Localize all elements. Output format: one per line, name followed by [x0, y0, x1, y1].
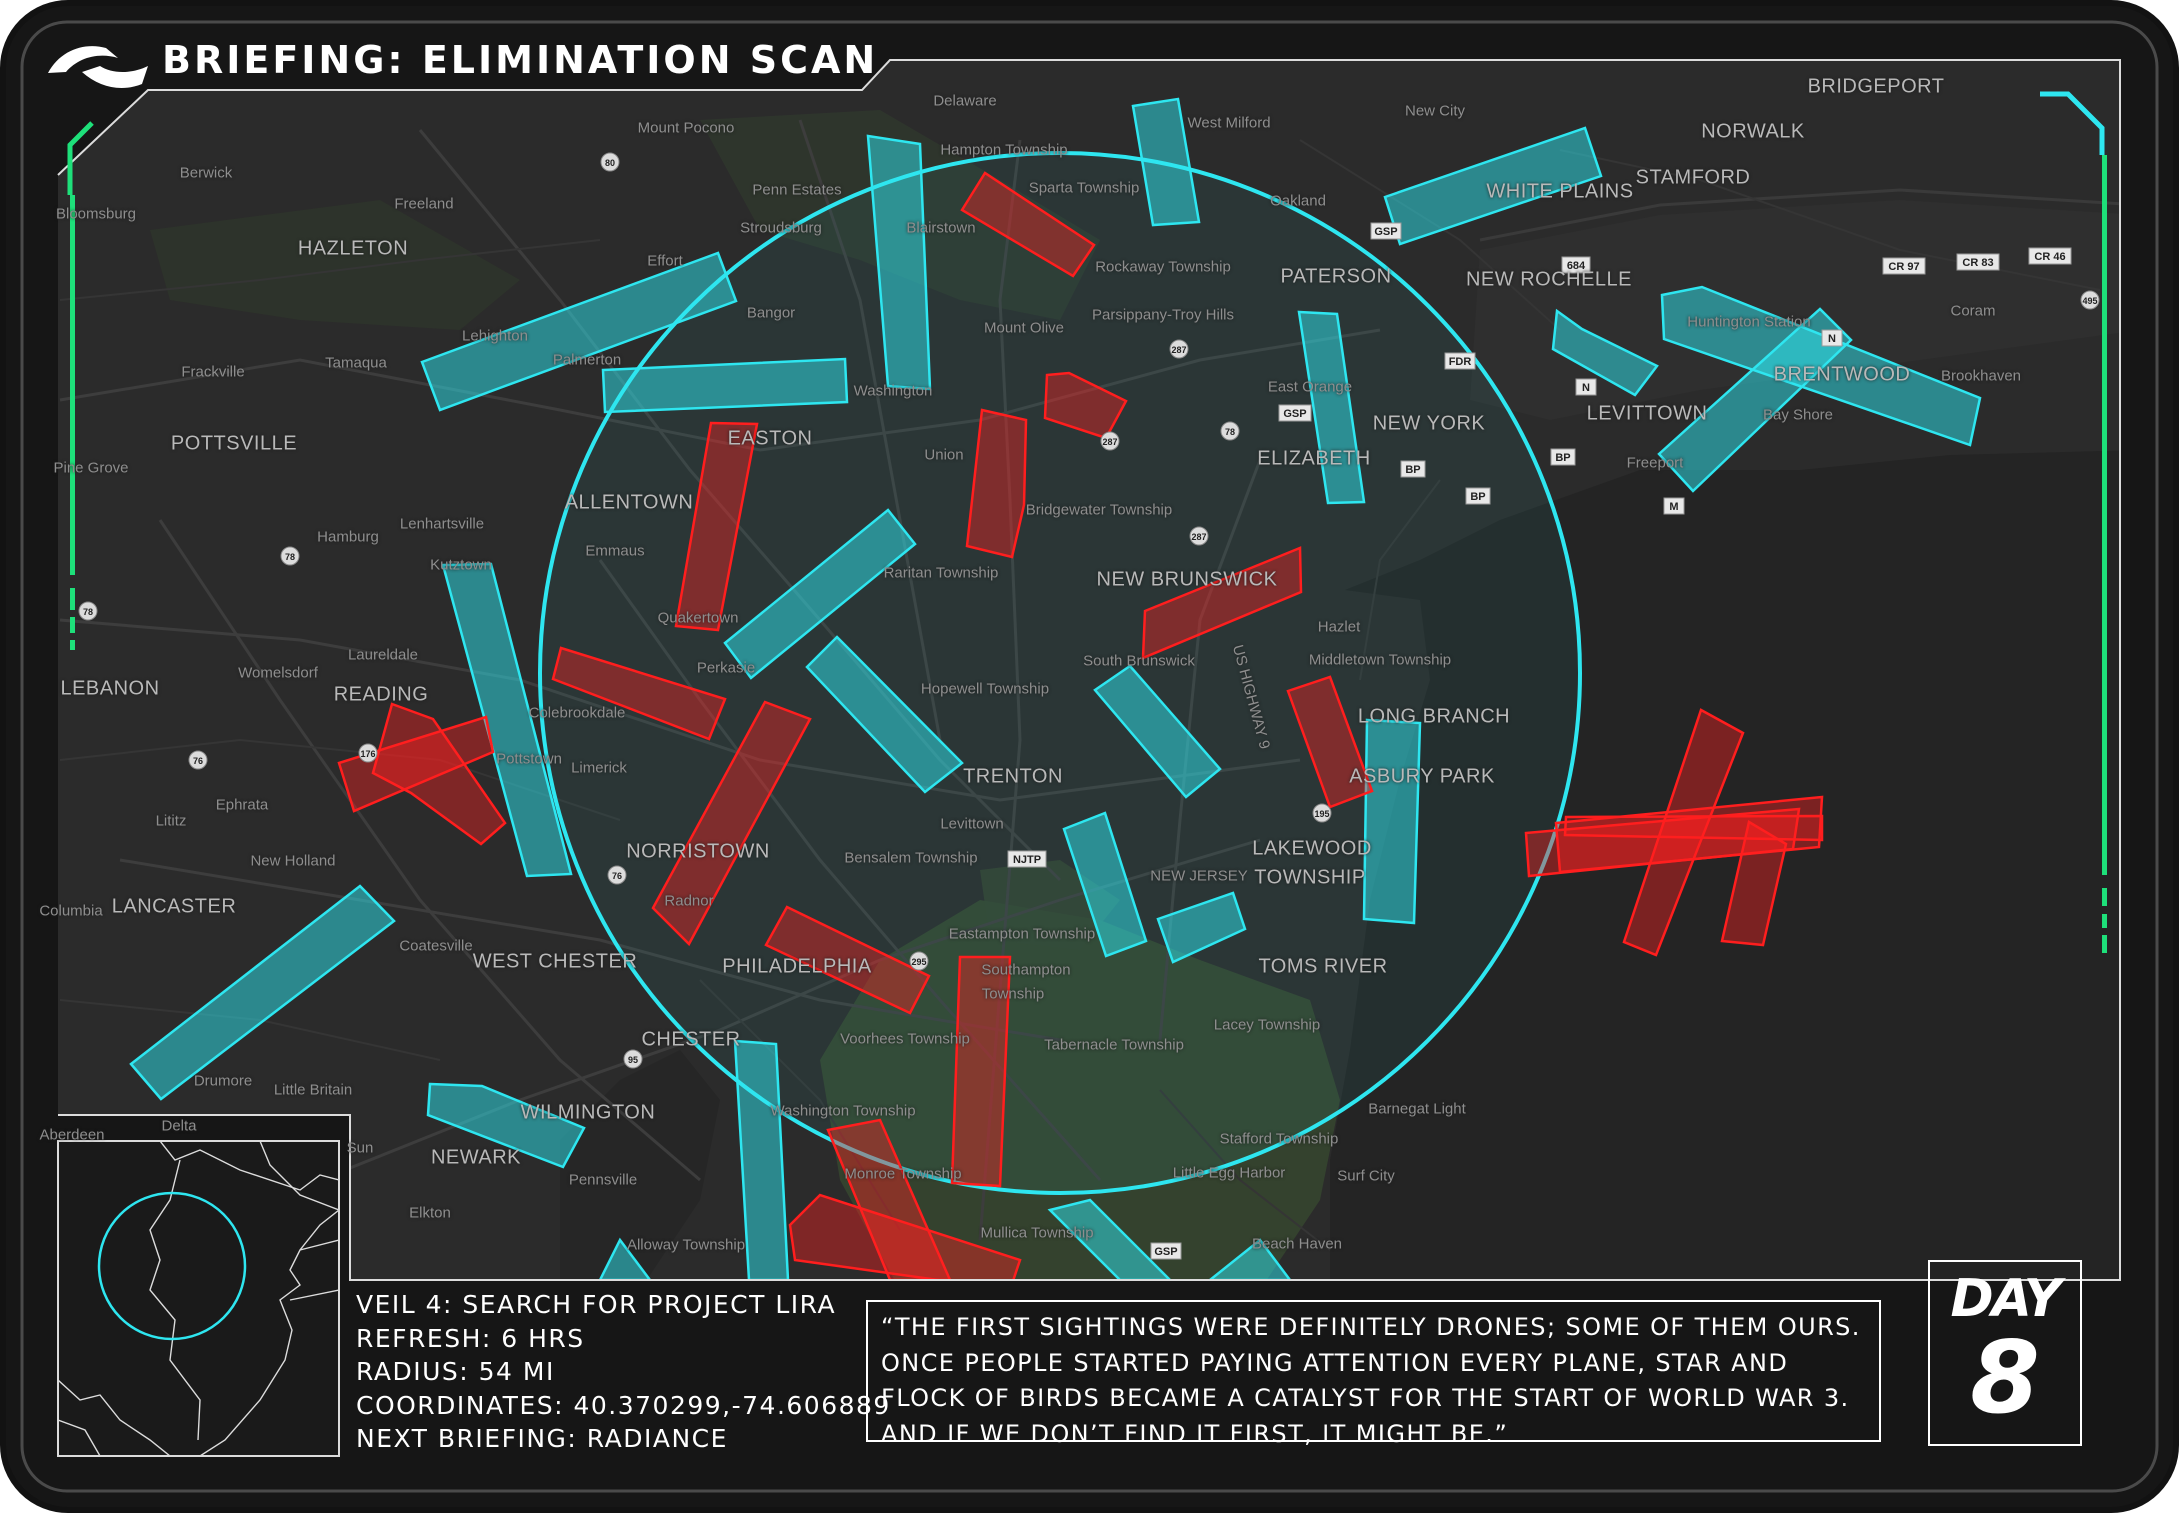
- svg-text:BP: BP: [1555, 452, 1570, 464]
- svg-text:NJTP: NJTP: [1013, 854, 1041, 866]
- svg-text:GSP: GSP: [1154, 1246, 1177, 1258]
- svg-text:287: 287: [1102, 437, 1117, 447]
- svg-text:684: 684: [1567, 260, 1586, 272]
- svg-text:FDR: FDR: [1449, 356, 1472, 368]
- svg-text:BP: BP: [1405, 464, 1420, 476]
- logo-icon: [48, 46, 148, 88]
- svg-text:N: N: [1582, 382, 1590, 394]
- svg-text:78: 78: [285, 552, 295, 562]
- page-title: BRIEFING: ELIMINATION SCAN: [162, 38, 879, 82]
- coordinates-line: COORDINATES: 40.370299,-74.606889: [356, 1390, 891, 1420]
- svg-text:BP: BP: [1470, 491, 1485, 503]
- briefing-info: VEIL 4: SEARCH FOR PROJECT LIRA REFRESH:…: [356, 1288, 891, 1456]
- svg-text:CR 83: CR 83: [1962, 257, 1993, 269]
- day-number: 8: [1970, 1319, 2040, 1436]
- svg-text:78: 78: [1225, 427, 1235, 437]
- frame-accents: [67, 91, 2107, 953]
- svg-text:76: 76: [612, 871, 622, 881]
- svg-text:GSP: GSP: [1283, 408, 1306, 420]
- svg-text:95: 95: [628, 1055, 638, 1065]
- refresh-line: REFRESH: 6 HRS: [356, 1323, 585, 1353]
- svg-text:495: 495: [2082, 296, 2097, 306]
- day-counter: DAY 8: [1928, 1260, 2082, 1446]
- svg-text:M: M: [1669, 501, 1678, 513]
- veil-line: VEIL 4: SEARCH FOR PROJECT LIRA: [356, 1290, 837, 1319]
- svg-text:N: N: [1828, 333, 1836, 345]
- svg-text:195: 195: [1314, 809, 1329, 819]
- svg-text:76: 76: [193, 756, 203, 766]
- svg-text:CR 46: CR 46: [2034, 251, 2065, 263]
- minimap[interactable]: [57, 1140, 340, 1457]
- next-briefing-line: NEXT BRIEFING: RADIANCE: [356, 1424, 728, 1453]
- svg-text:GSP: GSP: [1374, 226, 1397, 238]
- day-label: DAY: [1950, 1269, 2061, 1329]
- svg-text:78: 78: [83, 607, 93, 617]
- svg-text:287: 287: [1191, 532, 1206, 542]
- svg-text:295: 295: [911, 957, 926, 967]
- quote-box: “THE FIRST SIGHTINGS WERE DEFINITELY DRO…: [866, 1300, 1881, 1448]
- svg-text:287: 287: [1171, 345, 1186, 355]
- radius-line: RADIUS: 54 MI: [356, 1357, 555, 1386]
- svg-text:176: 176: [360, 749, 375, 759]
- svg-text:80: 80: [605, 158, 615, 168]
- svg-text:CR 97: CR 97: [1888, 261, 1919, 273]
